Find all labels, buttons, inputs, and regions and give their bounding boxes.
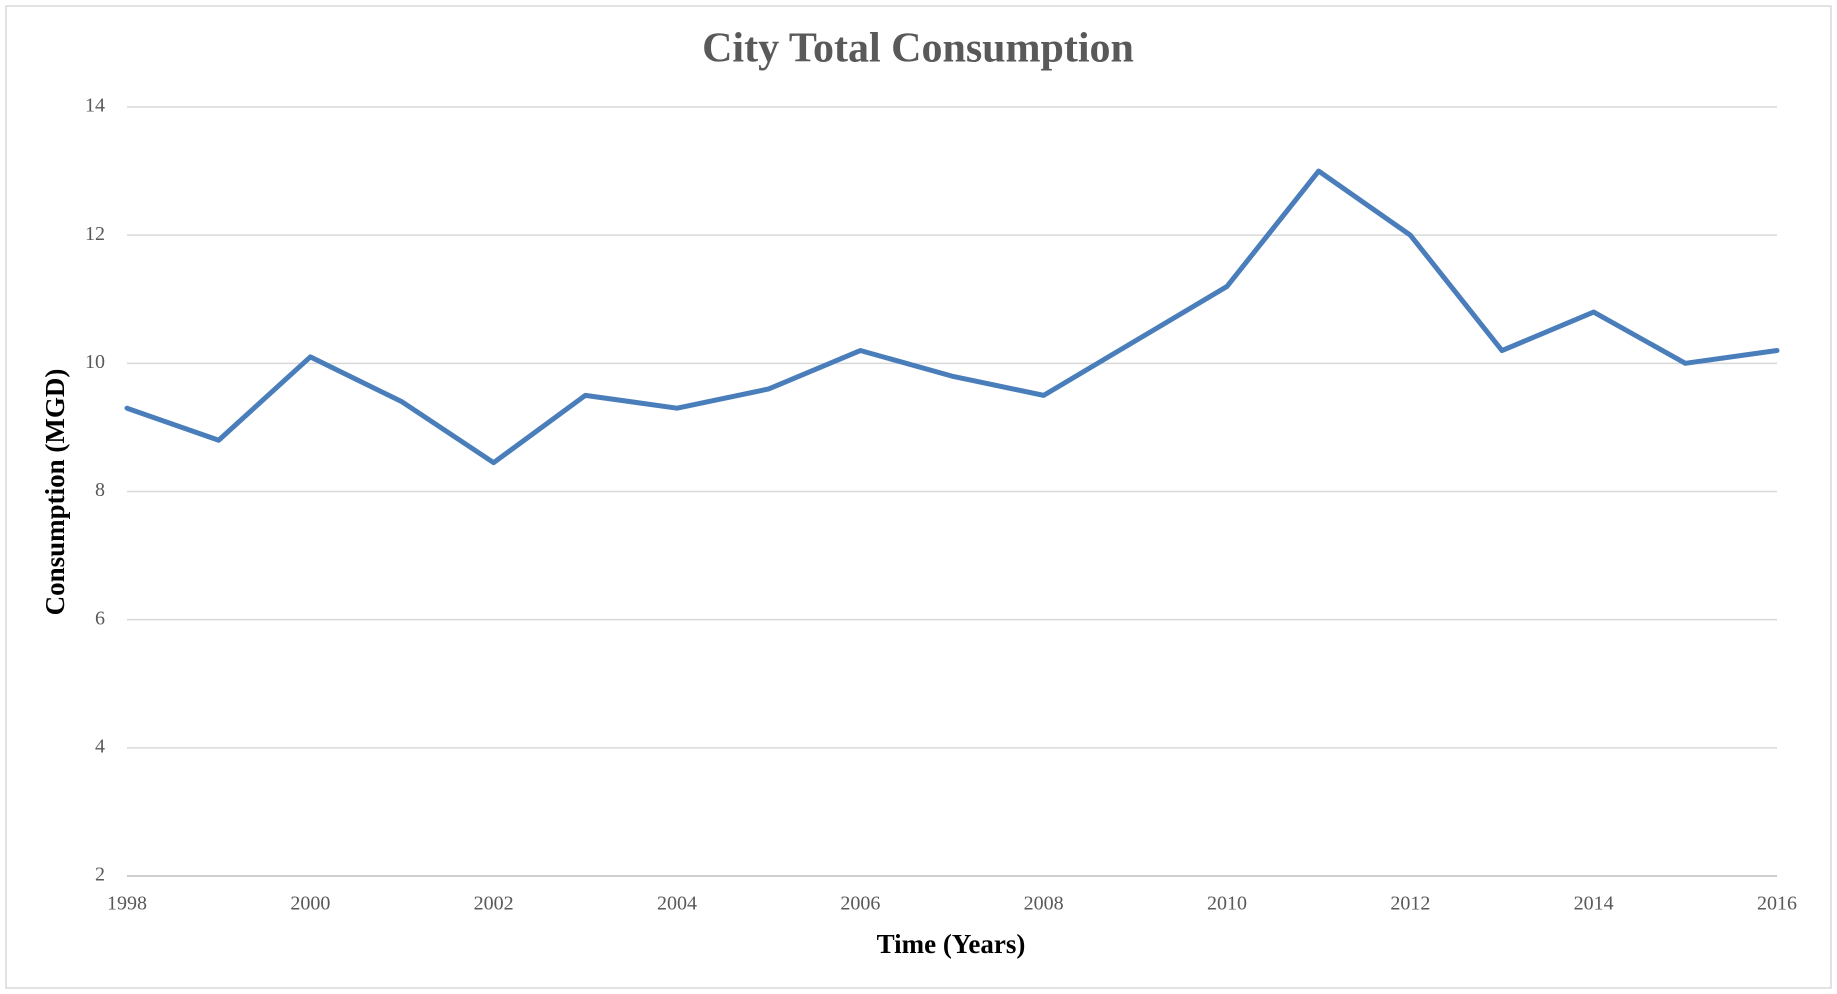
x-tick-label: 2012 [1390,893,1430,915]
x-tick-label: 2008 [1024,893,1064,915]
x-axis-title: Time (Years) [877,929,1026,959]
x-tick-label: 2014 [1574,893,1614,915]
y-tick-label: 10 [85,351,105,373]
x-tick-label: 2000 [290,893,330,915]
x-tick-label: 1998 [107,893,147,915]
y-tick-label: 2 [95,864,105,886]
y-tick-label: 14 [85,95,105,117]
x-tick-label: 2010 [1207,893,1247,915]
x-tick-label: 2002 [474,893,514,915]
x-tick-label: 2004 [657,893,697,915]
chart-frame [5,5,1832,989]
x-tick-label: 2006 [840,893,880,915]
y-tick-label: 12 [85,223,105,245]
data-line [124,168,1780,466]
y-axis-title: Consumption (MGD) [40,369,70,616]
x-tick-label: 2016 [1757,893,1797,915]
y-tick-label: 6 [95,607,105,629]
y-tick-label: 4 [95,735,105,757]
chart-title: City Total Consumption [702,26,1134,72]
y-tick-label: 8 [95,479,105,501]
